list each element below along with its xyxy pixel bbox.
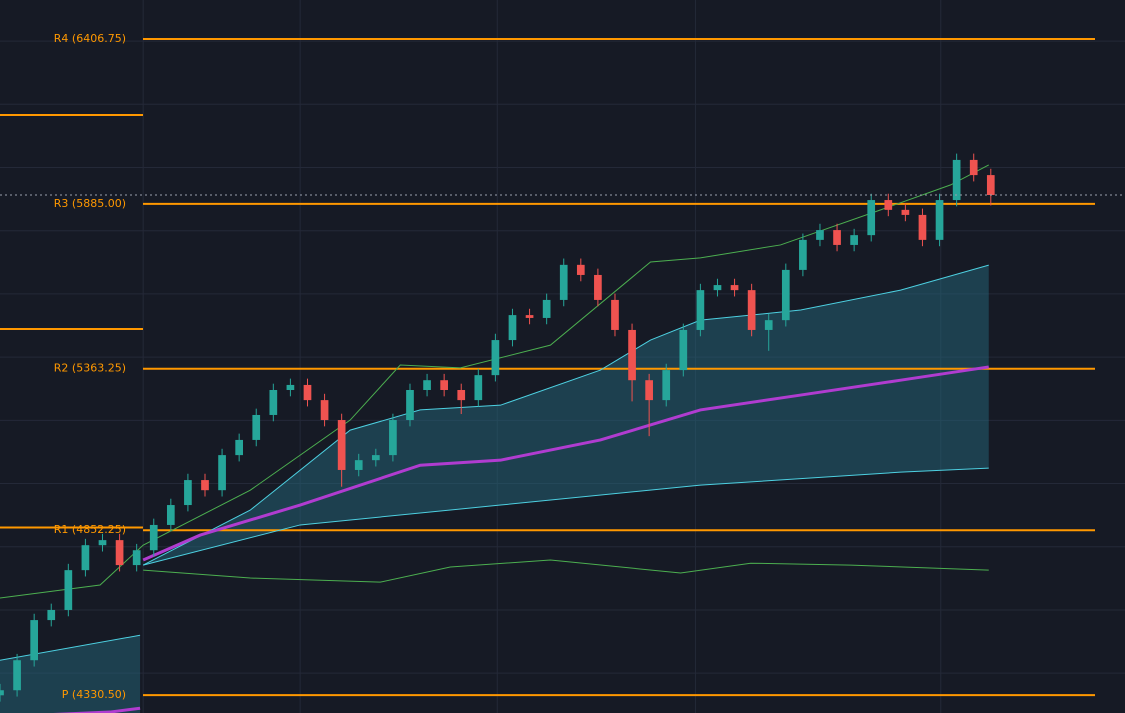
candle-body [986, 175, 995, 196]
candle-body [491, 340, 500, 376]
candle-body [149, 524, 158, 551]
candle-body [525, 315, 534, 318]
pivot-level-label: R1 (4852.25) [54, 523, 126, 536]
candle-body [166, 505, 175, 525]
candle-body [0, 690, 4, 696]
candle-body [952, 159, 961, 201]
candle-body [252, 414, 261, 440]
candle-body [542, 299, 551, 318]
pivot-level-label: R2 (5363.25) [54, 362, 126, 375]
candle-body [47, 609, 56, 621]
candle-body [679, 329, 688, 371]
candle-body [730, 285, 739, 291]
candle-body [371, 455, 380, 461]
candle-body [628, 329, 636, 381]
candle-body [423, 380, 431, 391]
candle-body [645, 380, 653, 401]
candle-body [337, 420, 346, 470]
band-line [143, 467, 989, 566]
candle-body [406, 390, 414, 421]
candle-body [218, 455, 226, 491]
band-fill [143, 265, 989, 566]
candle-body [594, 274, 602, 300]
pivot-level-label: R4 (6406.75) [54, 32, 126, 45]
candle-body [303, 384, 312, 401]
band-fill [0, 635, 141, 713]
candle-body [474, 375, 483, 401]
candle-body [235, 439, 244, 456]
candle-body [816, 230, 824, 240]
candle-body [508, 315, 517, 341]
candle-body [935, 200, 944, 240]
pivot-level-label: P (4330.50) [62, 688, 126, 701]
candle-body [884, 200, 893, 210]
candle-body [850, 235, 858, 245]
candle-body [286, 384, 295, 391]
candle-body [867, 200, 876, 236]
candle-body [269, 390, 278, 415]
candle-body [98, 540, 107, 546]
band-line [143, 559, 989, 583]
candle-body [201, 480, 209, 491]
candle-body [440, 380, 448, 391]
candle-body [132, 550, 141, 566]
candle-body [13, 660, 21, 691]
candle-body [833, 230, 841, 245]
candle-body [184, 480, 192, 506]
candle-body [81, 545, 90, 571]
candle-body [764, 320, 773, 330]
candle-body [969, 159, 978, 176]
candle-body [918, 214, 927, 240]
candle-body [662, 370, 671, 401]
candle-body [320, 400, 329, 421]
pivot-level-label: R3 (5885.00) [54, 197, 126, 210]
band-line [0, 164, 989, 599]
candle-body [781, 269, 790, 321]
band-line [0, 264, 989, 661]
candle-body [696, 290, 705, 330]
candle-body [901, 209, 910, 215]
candle-body [747, 290, 756, 330]
candle-body [559, 264, 568, 300]
candle-body [389, 420, 397, 456]
candle-body [713, 285, 722, 291]
band-line [53, 365, 989, 713]
candle-body [354, 460, 363, 470]
candle-body [799, 239, 807, 270]
candle-body [611, 299, 619, 330]
candle-body [30, 620, 39, 661]
candle-body [457, 390, 466, 401]
candle-body [64, 570, 73, 610]
candle-body [115, 540, 124, 566]
candle-body [576, 264, 585, 275]
